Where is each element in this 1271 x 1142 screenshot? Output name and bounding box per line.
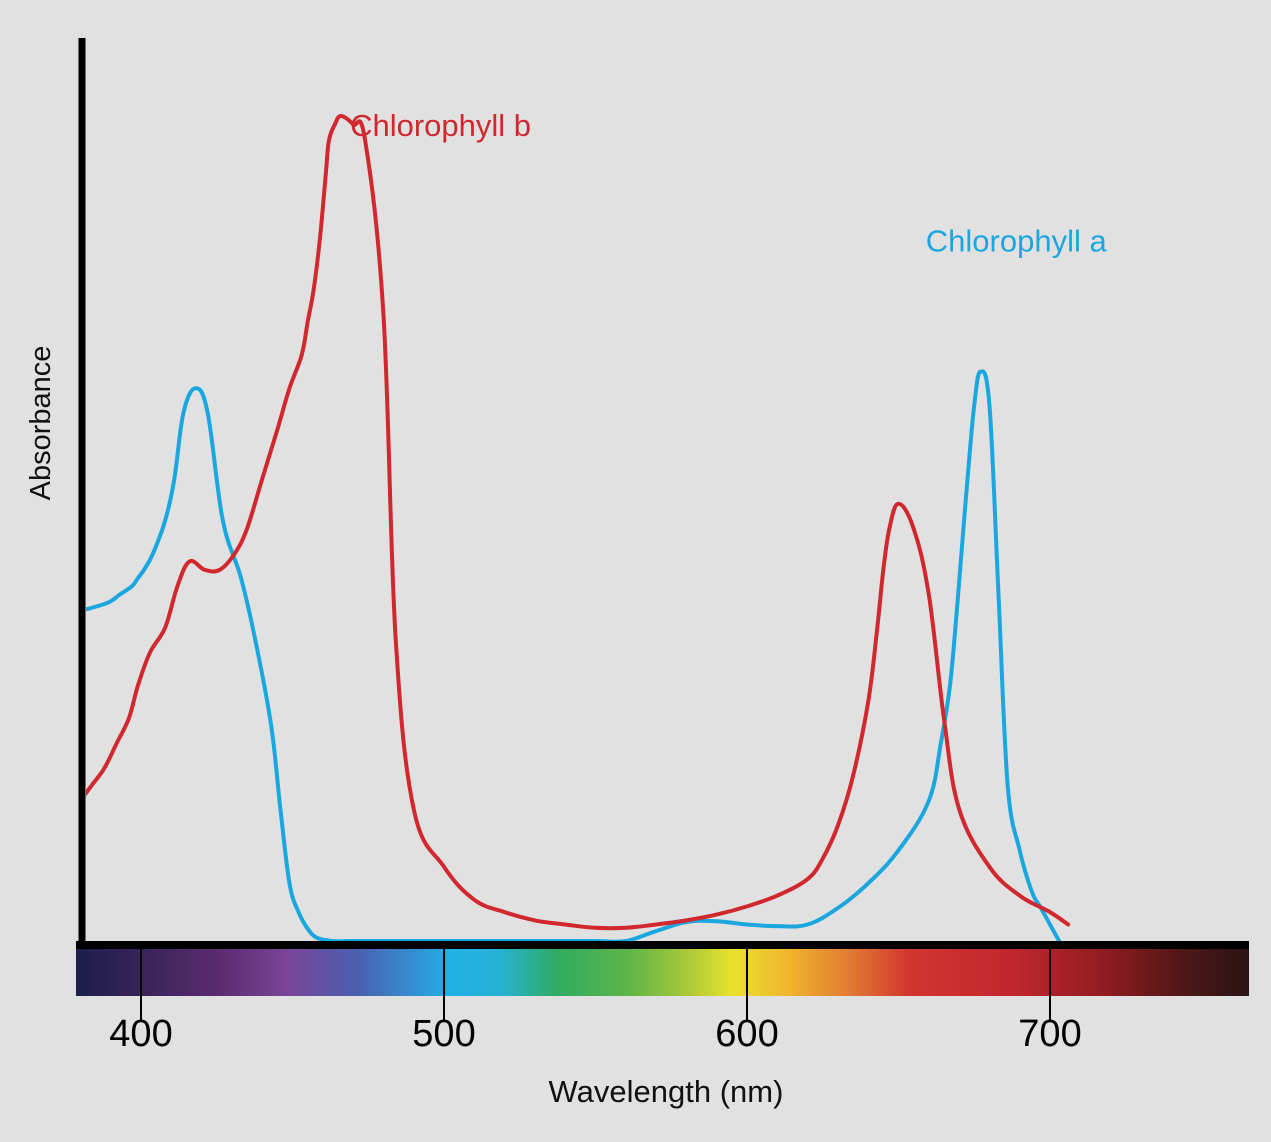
x-tick-marks [140,947,1051,1021]
series-label-layer: Chlorophyll a Chlorophyll b [350,108,1107,259]
y-axis-label: Absorbance [25,346,57,501]
series-line-chlorophyll-b [86,114,1071,931]
series-label-chlorophyll-a: Chlorophyll a [926,224,1108,259]
series-label-chlorophyll-b: Chlorophyll b [350,108,531,143]
x-tick-label: 500 [412,1013,475,1055]
x-tick-labels: 400 500 600 700 [109,1013,1081,1055]
x-tick-label: 700 [1018,1013,1081,1055]
series-line-chlorophyll-a [86,369,1062,941]
series-layer [86,114,1071,941]
x-axis-label: Wavelength (nm) [549,1074,784,1109]
x-tick-label: 400 [109,1013,172,1055]
x-tick-label: 600 [715,1013,778,1055]
spectrum-bar [76,944,1249,996]
